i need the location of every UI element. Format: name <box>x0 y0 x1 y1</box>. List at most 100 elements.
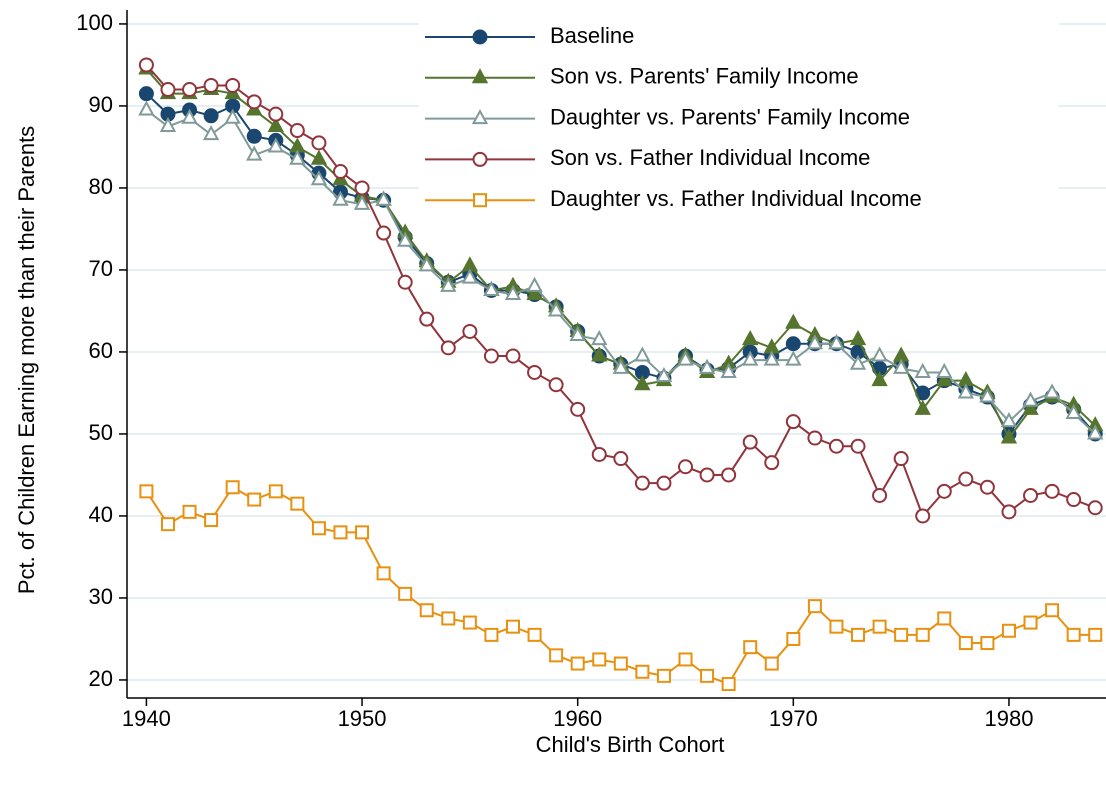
y-axis-title: Pct. of Children Earning more than their… <box>14 126 39 594</box>
marker <box>892 346 910 362</box>
marker <box>139 484 154 499</box>
marker <box>1023 615 1038 630</box>
marker <box>677 350 694 366</box>
y-tick-label: 70 <box>89 256 113 281</box>
marker <box>980 636 995 651</box>
y-tick-label: 90 <box>89 92 113 117</box>
marker <box>915 508 931 524</box>
marker <box>440 276 457 292</box>
marker <box>332 164 348 180</box>
marker <box>246 128 262 144</box>
marker <box>419 603 434 618</box>
marker <box>634 346 651 362</box>
marker <box>764 455 780 471</box>
y-tick-label: 30 <box>89 584 113 609</box>
legend-marker <box>472 29 488 45</box>
marker <box>1001 623 1016 638</box>
marker <box>937 611 952 626</box>
marker <box>483 280 500 296</box>
legend-label: Son vs. Father Individual Income <box>550 145 870 170</box>
marker <box>656 475 672 491</box>
marker <box>1088 627 1103 642</box>
marker <box>592 652 607 667</box>
marker <box>828 334 845 350</box>
marker <box>807 599 822 614</box>
marker <box>894 627 909 642</box>
marker <box>785 336 801 352</box>
marker <box>742 350 759 366</box>
marker <box>1043 383 1061 399</box>
legend-label: Son vs. Parents' Family Income <box>550 64 859 89</box>
marker <box>290 496 305 511</box>
y-tick-label: 40 <box>89 502 113 527</box>
marker <box>505 348 521 364</box>
marker <box>936 362 953 378</box>
marker <box>396 231 414 247</box>
y-tick-label: 100 <box>76 10 113 35</box>
marker <box>1022 391 1039 407</box>
marker <box>700 668 715 683</box>
marker <box>763 350 780 366</box>
marker <box>635 664 650 679</box>
marker <box>612 358 629 374</box>
marker <box>160 82 176 98</box>
marker <box>1000 412 1018 428</box>
marker <box>354 180 370 196</box>
x-tick-label: 1940 <box>122 706 171 731</box>
marker <box>764 656 779 671</box>
marker <box>483 348 499 364</box>
marker <box>1023 487 1039 503</box>
marker <box>418 256 435 272</box>
marker <box>247 492 262 507</box>
marker <box>310 170 328 186</box>
marker <box>785 414 801 430</box>
marker <box>570 401 586 417</box>
marker <box>527 627 542 642</box>
x-axis-title: Child's Birth Cohort <box>536 732 725 757</box>
marker <box>333 525 348 540</box>
x-tick-label: 1950 <box>338 706 387 731</box>
x-tick-label: 1970 <box>769 706 818 731</box>
marker <box>159 116 177 132</box>
marker <box>721 467 737 483</box>
marker <box>527 364 543 380</box>
marker <box>440 340 456 356</box>
marker <box>547 301 565 317</box>
y-tick-label: 50 <box>89 420 113 445</box>
marker <box>1001 504 1017 520</box>
x-tick-label: 1960 <box>553 706 602 731</box>
marker <box>849 354 867 370</box>
marker <box>376 225 392 241</box>
marker <box>548 377 564 393</box>
marker <box>915 627 930 642</box>
marker <box>720 362 737 378</box>
marker <box>398 586 413 601</box>
marker <box>1066 627 1081 642</box>
marker <box>267 137 284 153</box>
marker <box>785 350 802 366</box>
marker <box>182 82 198 98</box>
marker <box>698 358 716 374</box>
marker <box>204 513 219 528</box>
legend-label: Baseline <box>550 23 634 48</box>
marker <box>289 123 305 139</box>
marker <box>742 434 758 450</box>
marker <box>462 615 477 630</box>
marker <box>613 656 628 671</box>
marker <box>1087 424 1104 440</box>
marker <box>310 149 328 165</box>
marker <box>829 619 844 634</box>
y-tick-label: 20 <box>89 666 113 691</box>
marker <box>1022 399 1039 415</box>
marker <box>504 284 522 301</box>
marker <box>871 346 888 362</box>
marker <box>397 274 413 290</box>
marker <box>375 190 392 206</box>
marker <box>569 325 586 342</box>
marker <box>871 371 888 387</box>
marker <box>526 284 543 301</box>
marker <box>461 256 479 272</box>
marker <box>892 358 910 374</box>
marker <box>914 399 931 415</box>
